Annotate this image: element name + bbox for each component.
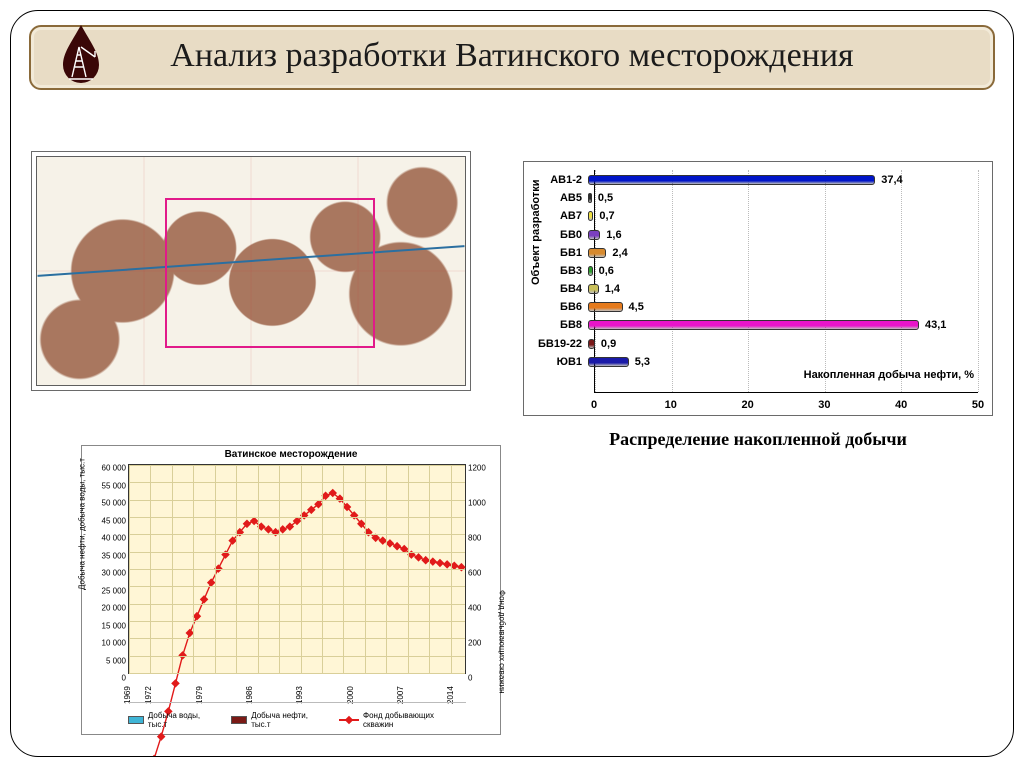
bar-row: ЮВ15,3 [594, 354, 978, 370]
bar-fill [588, 211, 593, 221]
bar-value-label: 0,6 [599, 265, 614, 277]
distribution-bar-chart: Объект разработки АВ1-237,4АВ50,5АВ70,7Б… [523, 161, 993, 416]
bar-x-tick: 10 [665, 399, 677, 411]
bar-value-label: 37,4 [881, 174, 902, 186]
bar-value-label: 43,1 [925, 319, 946, 331]
bar-category-label: БВ0 [532, 229, 588, 241]
bar-fill [588, 302, 623, 312]
bar-category-label: БВ8 [532, 319, 588, 331]
combo-plot-area [128, 464, 466, 674]
bar-category-label: БВ6 [532, 301, 588, 313]
bar-fill [588, 357, 629, 367]
combo-title: Ватинское месторождение [82, 446, 500, 460]
bar-value-label: 0,7 [599, 210, 614, 222]
bar-value-label: 0,5 [598, 192, 613, 204]
legend-item: Фонд добывающих скважин [339, 711, 466, 729]
bar-fill [588, 248, 606, 258]
title-box: Анализ разработки Ватинского месторожден… [29, 25, 995, 90]
bar-x-tick: 50 [972, 399, 984, 411]
legend-item: Добыча нефти, тыс.т [231, 711, 329, 729]
bar-category-label: БВ1 [532, 247, 588, 259]
bar-fill [588, 320, 919, 330]
bar-value-label: 0,9 [601, 338, 616, 350]
bar-row: БВ01,6 [594, 227, 978, 243]
bar-value-label: 1,6 [606, 229, 621, 241]
bar-row: БВ19-220,9 [594, 336, 978, 352]
bar-row: БВ12,4 [594, 245, 978, 261]
slide-frame: Анализ разработки Ватинского месторожден… [10, 10, 1014, 757]
combo-x-ticks: 19691972197919861993200020072014 [128, 674, 466, 698]
bar-row: БВ843,1 [594, 317, 978, 333]
bar-category-label: БВ4 [532, 283, 588, 295]
bar-row: АВ70,7 [594, 208, 978, 224]
content-area: Объект разработки АВ1-237,4АВ50,5АВ70,7Б… [31, 151, 993, 740]
bar-value-label: 5,3 [635, 356, 650, 368]
bar-fill [588, 284, 599, 294]
bar-category-label: АВ1-2 [532, 174, 588, 186]
bar-value-label: 1,4 [605, 283, 620, 295]
bar-row: БВ41,4 [594, 281, 978, 297]
bar-row: БВ30,6 [594, 263, 978, 279]
bar-x-ticks: 01020304050 [594, 395, 978, 411]
combo-y-left-ticks: 05 00010 00015 00020 00025 00030 00035 0… [102, 464, 128, 674]
bar-rows: АВ1-237,4 АВ50,5 АВ70,7 БВ01,6 БВ12,4 БВ30,6 Б… [594, 170, 978, 377]
bar-category-label: АВ5 [532, 192, 588, 204]
bar-category-label: БВ19-22 [532, 338, 588, 350]
bar-x-axis-label: Накопленная добыча нефти, % [804, 369, 974, 381]
bar-x-tick: 20 [741, 399, 753, 411]
combo-y-right-ticks: 020040060080010001200 [466, 464, 488, 674]
bar-fill [588, 266, 593, 276]
bar-row: АВ50,5 [594, 190, 978, 206]
bar-category-label: АВ7 [532, 210, 588, 222]
bar-x-tick: 30 [818, 399, 830, 411]
bar-fill [588, 230, 600, 240]
bar-category-label: БВ3 [532, 265, 588, 277]
map-river-line [37, 245, 464, 277]
bar-row: АВ1-237,4 [594, 172, 978, 188]
production-combo-chart: Ватинское месторождение Добыча нефти, до… [81, 445, 501, 735]
geological-map-panel [31, 151, 471, 391]
legend-item: Добыча воды, тыс.т [128, 711, 221, 729]
bar-fill [588, 175, 875, 185]
bar-fill [588, 339, 595, 349]
bar-value-label: 4,5 [629, 301, 644, 313]
bar-fill [588, 193, 592, 203]
combo-legend: Добыча воды, тыс.т Добыча нефти, тыс.т Фон… [128, 702, 466, 732]
slide-title: Анализ разработки Ватинского месторожден… [31, 35, 993, 78]
bar-row: БВ64,5 [594, 299, 978, 315]
bar-value-label: 2,4 [612, 247, 627, 259]
bar-category-label: ЮВ1 [532, 356, 588, 368]
bar-x-tick: 0 [591, 399, 597, 411]
oil-derrick-drop-icon [45, 21, 117, 93]
bar-chart-caption: Распределение накопленной добычи [523, 429, 993, 450]
geological-map [36, 156, 466, 386]
bar-x-tick: 40 [895, 399, 907, 411]
